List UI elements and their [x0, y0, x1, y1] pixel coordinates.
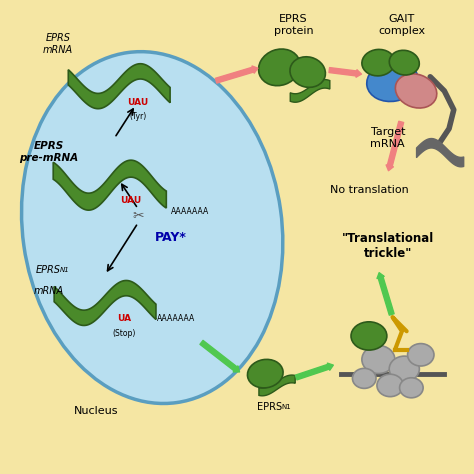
Text: EPRS
pre-mRNA: EPRS pre-mRNA	[19, 141, 78, 163]
Polygon shape	[53, 160, 166, 210]
Text: EPRS: EPRS	[36, 265, 61, 275]
Text: ✂: ✂	[132, 209, 144, 223]
Polygon shape	[54, 281, 156, 326]
Text: EPRS
mRNA: EPRS mRNA	[43, 33, 73, 55]
Ellipse shape	[353, 368, 376, 388]
Text: UAU: UAU	[120, 196, 142, 205]
Ellipse shape	[408, 344, 434, 366]
Text: PAY*: PAY*	[155, 230, 187, 244]
Ellipse shape	[362, 346, 395, 374]
Ellipse shape	[362, 49, 395, 76]
Ellipse shape	[377, 374, 403, 397]
Text: UAU: UAU	[128, 98, 149, 107]
Text: AAAAAAA: AAAAAAA	[171, 207, 210, 216]
Polygon shape	[290, 80, 330, 102]
Text: Target
mRNA: Target mRNA	[371, 127, 405, 149]
Ellipse shape	[395, 74, 437, 108]
Text: Nucleus: Nucleus	[73, 406, 118, 416]
Ellipse shape	[351, 322, 387, 350]
Text: GAIT
complex: GAIT complex	[378, 14, 426, 36]
Ellipse shape	[247, 359, 283, 388]
Text: N1: N1	[60, 267, 70, 273]
Ellipse shape	[389, 50, 419, 75]
Text: "Translational
trickle": "Translational trickle"	[342, 232, 434, 260]
Ellipse shape	[290, 57, 326, 87]
Polygon shape	[68, 64, 170, 109]
Text: EPRS
protein: EPRS protein	[273, 14, 313, 36]
Text: AAAAAAA: AAAAAAA	[157, 313, 195, 322]
Text: EPRS: EPRS	[257, 401, 283, 411]
Text: No translation: No translation	[329, 185, 408, 195]
Ellipse shape	[258, 49, 300, 86]
Text: mRNA: mRNA	[34, 286, 64, 296]
Ellipse shape	[400, 378, 423, 398]
Ellipse shape	[21, 52, 283, 403]
Text: (Stop): (Stop)	[112, 329, 136, 338]
Ellipse shape	[367, 62, 418, 101]
Polygon shape	[259, 375, 295, 396]
Text: UA: UA	[117, 313, 131, 322]
Ellipse shape	[389, 356, 419, 382]
Text: (Tyr): (Tyr)	[129, 112, 146, 121]
Text: N1: N1	[282, 404, 292, 410]
